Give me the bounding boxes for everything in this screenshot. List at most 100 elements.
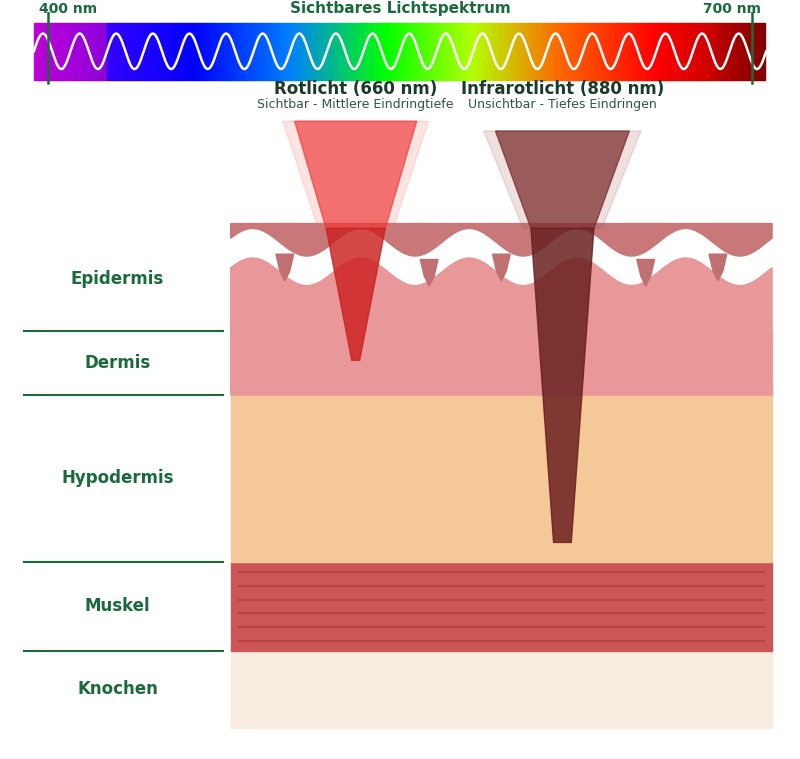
- Polygon shape: [261, 23, 262, 80]
- Polygon shape: [101, 23, 102, 80]
- Text: Dermis: Dermis: [84, 354, 150, 372]
- Polygon shape: [748, 23, 749, 80]
- Polygon shape: [228, 23, 229, 80]
- Polygon shape: [743, 23, 744, 80]
- Polygon shape: [242, 23, 244, 80]
- Polygon shape: [504, 23, 505, 80]
- Polygon shape: [681, 23, 682, 80]
- Polygon shape: [75, 23, 77, 80]
- Polygon shape: [239, 23, 240, 80]
- Polygon shape: [455, 23, 456, 80]
- Polygon shape: [642, 23, 643, 80]
- Polygon shape: [738, 23, 739, 80]
- Polygon shape: [161, 23, 162, 80]
- Polygon shape: [251, 23, 252, 80]
- Polygon shape: [217, 23, 218, 80]
- Polygon shape: [576, 23, 577, 80]
- Polygon shape: [716, 23, 718, 80]
- Polygon shape: [495, 23, 497, 80]
- Polygon shape: [656, 23, 658, 80]
- Polygon shape: [118, 23, 119, 80]
- Polygon shape: [335, 23, 337, 80]
- Polygon shape: [638, 23, 639, 80]
- Polygon shape: [466, 23, 467, 80]
- Polygon shape: [384, 23, 386, 80]
- Polygon shape: [326, 23, 328, 80]
- Polygon shape: [291, 23, 293, 80]
- Polygon shape: [423, 23, 425, 80]
- Polygon shape: [538, 23, 539, 80]
- Polygon shape: [330, 23, 332, 80]
- Polygon shape: [539, 23, 540, 80]
- Polygon shape: [409, 23, 410, 80]
- Polygon shape: [406, 23, 407, 80]
- Polygon shape: [231, 23, 233, 80]
- Polygon shape: [396, 23, 398, 80]
- Polygon shape: [744, 23, 746, 80]
- Polygon shape: [430, 23, 432, 80]
- Polygon shape: [173, 23, 174, 80]
- Polygon shape: [367, 23, 368, 80]
- Polygon shape: [365, 23, 366, 80]
- Polygon shape: [363, 23, 365, 80]
- Polygon shape: [650, 23, 651, 80]
- Polygon shape: [56, 23, 57, 80]
- Polygon shape: [707, 23, 709, 80]
- Polygon shape: [400, 23, 402, 80]
- Polygon shape: [206, 23, 207, 80]
- Polygon shape: [42, 23, 44, 80]
- Polygon shape: [525, 23, 526, 80]
- Polygon shape: [493, 254, 510, 281]
- Polygon shape: [163, 23, 165, 80]
- Polygon shape: [667, 23, 669, 80]
- Polygon shape: [167, 23, 168, 80]
- Polygon shape: [456, 23, 458, 80]
- Polygon shape: [208, 23, 210, 80]
- Polygon shape: [632, 23, 633, 80]
- Polygon shape: [311, 23, 312, 80]
- Polygon shape: [168, 23, 170, 80]
- Polygon shape: [389, 23, 390, 80]
- Polygon shape: [272, 23, 273, 80]
- Polygon shape: [77, 23, 78, 80]
- Polygon shape: [730, 23, 732, 80]
- Polygon shape: [540, 23, 542, 80]
- Polygon shape: [317, 23, 318, 80]
- Polygon shape: [569, 23, 570, 80]
- Polygon shape: [537, 23, 538, 80]
- Polygon shape: [337, 23, 338, 80]
- Polygon shape: [609, 23, 610, 80]
- Polygon shape: [627, 23, 628, 80]
- Polygon shape: [502, 23, 504, 80]
- Polygon shape: [154, 23, 156, 80]
- Polygon shape: [435, 23, 437, 80]
- Polygon shape: [402, 23, 404, 80]
- Polygon shape: [420, 260, 438, 286]
- Polygon shape: [641, 23, 642, 80]
- Polygon shape: [266, 23, 267, 80]
- Polygon shape: [593, 23, 594, 80]
- Polygon shape: [499, 23, 500, 80]
- Polygon shape: [128, 23, 129, 80]
- Polygon shape: [180, 23, 182, 80]
- Polygon shape: [630, 23, 632, 80]
- Polygon shape: [156, 23, 157, 80]
- Polygon shape: [129, 23, 130, 80]
- Polygon shape: [339, 23, 340, 80]
- Polygon shape: [80, 23, 82, 80]
- Polygon shape: [639, 23, 641, 80]
- Polygon shape: [713, 23, 714, 80]
- Polygon shape: [421, 23, 422, 80]
- Polygon shape: [218, 23, 219, 80]
- Polygon shape: [578, 23, 579, 80]
- Polygon shape: [648, 23, 649, 80]
- Polygon shape: [108, 23, 110, 80]
- Polygon shape: [324, 23, 326, 80]
- Polygon shape: [419, 23, 421, 80]
- Polygon shape: [373, 23, 374, 80]
- Polygon shape: [114, 23, 116, 80]
- Polygon shape: [277, 23, 278, 80]
- Polygon shape: [621, 23, 622, 80]
- Polygon shape: [245, 23, 246, 80]
- Polygon shape: [322, 23, 323, 80]
